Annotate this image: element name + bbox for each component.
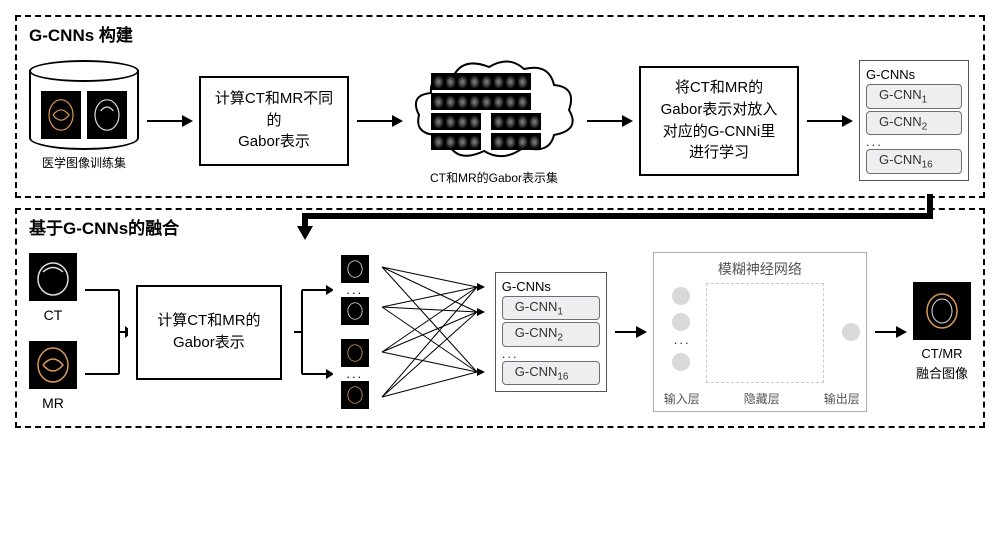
fnn-hidden-dash <box>706 283 824 383</box>
cloud-icon <box>409 55 579 165</box>
fnn-hid-label: 隐藏层 <box>744 390 780 407</box>
gcnn-item: G-CNN2 <box>502 322 600 347</box>
output-label1: CT/MR <box>921 346 962 361</box>
output-block: CT/MR 融合图像 <box>913 282 971 382</box>
decomp-top: ... <box>341 255 369 325</box>
output-label2: 融合图像 <box>916 363 968 382</box>
arrow-icon <box>357 120 401 122</box>
top-panel: G-CNNs 构建 医学图像训练集 计算CT和MR不同的 Gabor表示 <box>15 15 985 198</box>
ct-label: CT <box>44 307 63 323</box>
dots: ... <box>346 369 363 379</box>
bottom-panel: 基于G-CNNs的融合 CT MR 计算 <box>15 208 985 428</box>
fnn-title: 模糊神经网络 <box>664 259 856 279</box>
arrow-icon <box>587 120 631 122</box>
box-gabor-calc-text: 计算CT和MR不同的 Gabor表示 <box>211 88 337 153</box>
arrow-icon <box>147 120 191 122</box>
gabor-grid-icon <box>431 73 541 150</box>
fnn-in-label: 输入层 <box>664 390 700 407</box>
arrow-icon <box>615 331 645 333</box>
dots: ... <box>346 285 363 295</box>
arrow-icon <box>875 331 905 333</box>
gcnn-item: G-CNN16 <box>866 149 962 174</box>
fan-lines-icon <box>377 252 487 412</box>
db-cylinder-icon <box>29 70 139 150</box>
fnn-out-label: 输出层 <box>824 390 860 407</box>
arrow-icon <box>807 120 851 122</box>
decomp-bot: ... <box>341 339 369 409</box>
mini-brain-icon <box>341 255 369 283</box>
top-row: 医学图像训练集 计算CT和MR不同的 Gabor表示 <box>29 55 971 186</box>
gcnns-stack-2: G-CNNs G-CNN1 G-CNN2 ... G-CNN16 <box>495 272 607 393</box>
top-panel-title: G-CNNs 构建 <box>29 21 133 46</box>
node-icon <box>672 353 690 371</box>
gcnn-item: G-CNN1 <box>866 84 962 109</box>
gcnns-stack-title: G-CNNs <box>866 67 962 82</box>
node-icon <box>672 313 690 331</box>
db-block: 医学图像训练集 <box>29 70 139 171</box>
mini-brain-icon <box>341 297 369 325</box>
box-gabor-calc2-text: 计算CT和MR的 Gabor表示 <box>157 310 260 354</box>
box-gcnn-learn: 将CT和MR的 Gabor表示对放入 对应的G-CNNi里 进行学习 <box>639 66 799 176</box>
cloud-caption: CT和MR的Gabor表示集 <box>430 169 558 186</box>
bottom-panel-title: 基于G-CNNs的融合 <box>29 214 179 239</box>
box-gabor-calc: 计算CT和MR不同的 Gabor表示 <box>199 76 349 166</box>
fnn-box: 模糊神经网络 ... 输入层 隐藏层 输出层 <box>653 252 867 412</box>
brain-thumb-ct <box>87 91 127 139</box>
gcnn-item: G-CNN16 <box>502 361 600 386</box>
merge-arrows-icon <box>85 262 128 402</box>
mr-input: MR <box>29 341 77 411</box>
split-arrows-icon <box>290 262 333 402</box>
decomp-columns: ... ... <box>341 255 369 409</box>
ct-brain-icon <box>29 253 77 301</box>
box-gabor-calc2: 计算CT和MR的 Gabor表示 <box>136 285 282 380</box>
db-caption: 医学图像训练集 <box>42 154 126 171</box>
gcnn-item: G-CNN1 <box>502 296 600 321</box>
mr-brain-icon <box>29 341 77 389</box>
brain-thumb-mr <box>41 91 81 139</box>
gcnn-item: G-CNN2 <box>866 111 962 136</box>
output-brain-icon <box>913 282 971 340</box>
dots: ... <box>502 349 600 359</box>
node-icon <box>842 323 860 341</box>
ct-input: CT <box>29 253 77 323</box>
cloud-block: CT和MR的Gabor表示集 <box>409 55 579 186</box>
dots: ... <box>866 137 962 147</box>
gcnns-stack-2-title: G-CNNs <box>502 279 600 294</box>
node-icon <box>672 287 690 305</box>
dots: ... <box>674 335 691 345</box>
bottom-row: CT MR 计算CT和MR的 Gabor表示 <box>29 252 971 412</box>
gcnns-stack: G-CNNs G-CNN1 G-CNN2 ... G-CNN16 <box>859 60 969 181</box>
input-pair: CT MR <box>29 253 77 411</box>
mini-brain-icon <box>341 339 369 367</box>
box-gcnn-learn-text: 将CT和MR的 Gabor表示对放入 对应的G-CNNi里 进行学习 <box>661 77 778 164</box>
mini-brain-icon <box>341 381 369 409</box>
mr-label: MR <box>42 395 64 411</box>
